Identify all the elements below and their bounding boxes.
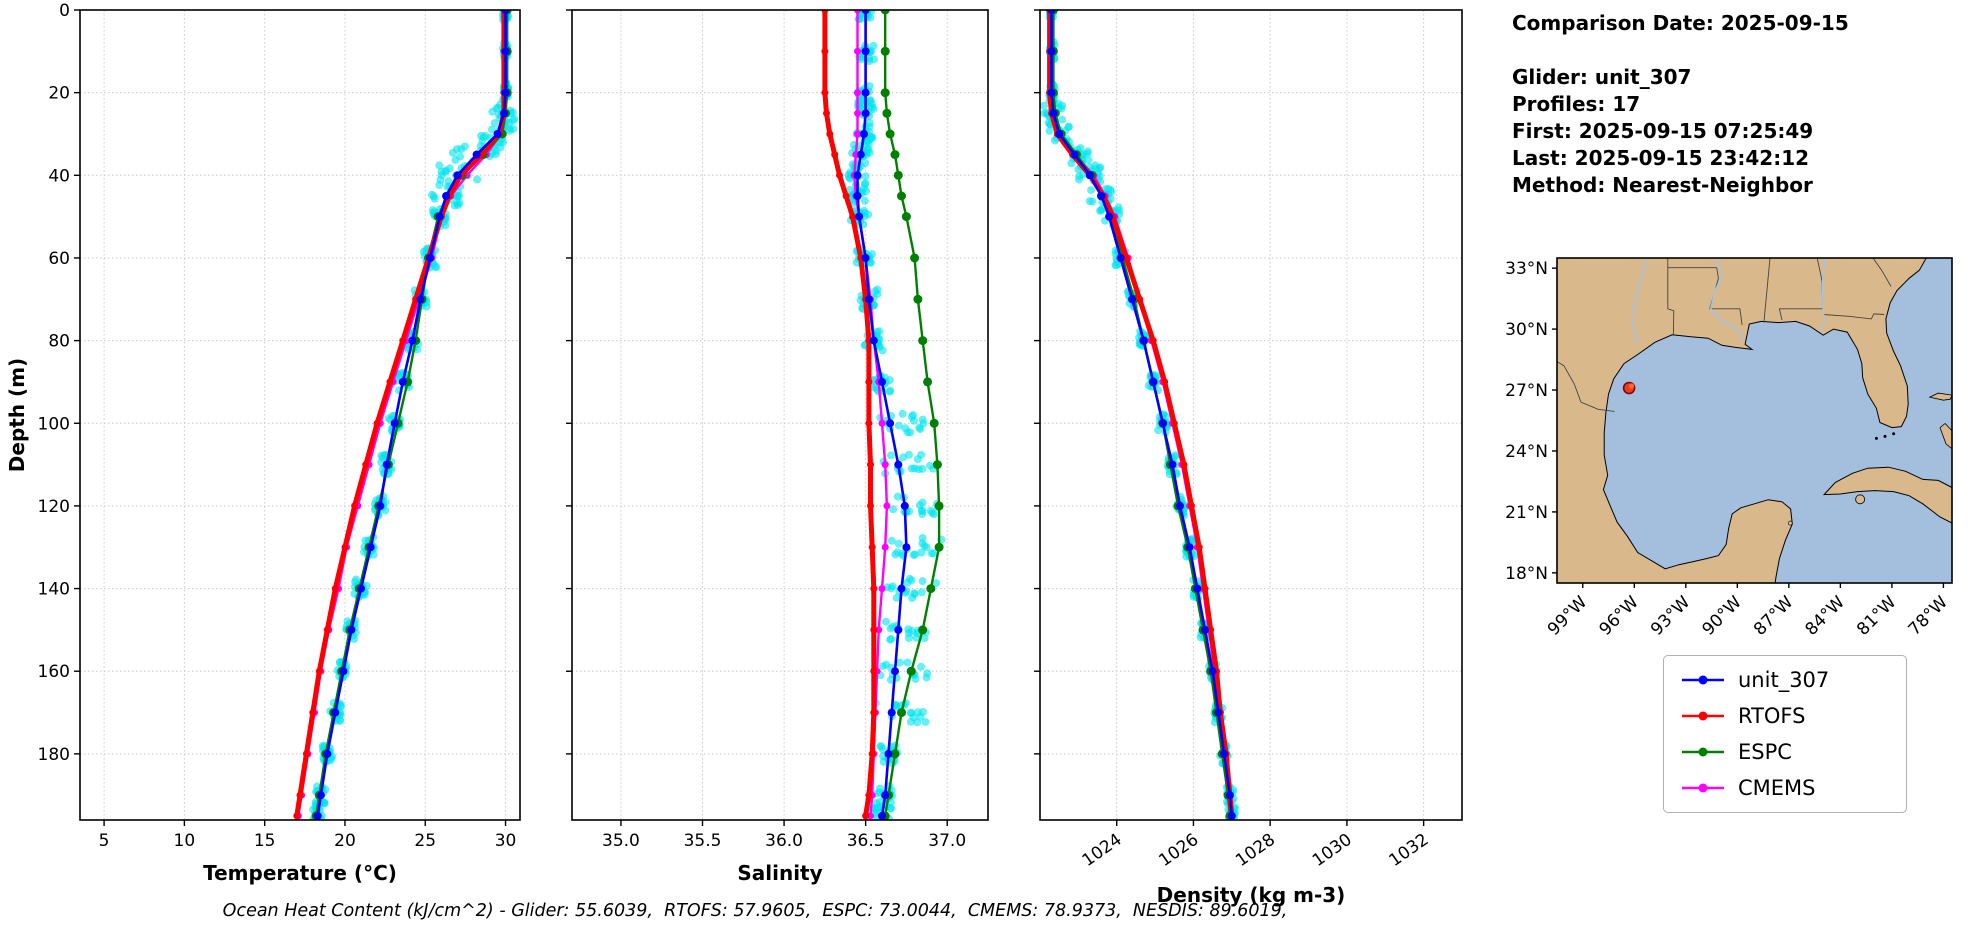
ESPC-series: [311, 10, 512, 820]
ESPC-series: [1048, 10, 1235, 820]
depth-tick-label: 60: [48, 249, 70, 269]
profile-count: Profiles: 17: [1512, 92, 1641, 116]
legend-label: ESPC: [1738, 740, 1792, 764]
glider-location-marker: [1622, 381, 1636, 395]
depth-tick-label: 80: [48, 332, 70, 352]
map-lat-label: 27°N: [1505, 381, 1548, 401]
map-lon-label: 78°W: [1905, 592, 1952, 639]
x-tick-label: 10: [174, 831, 196, 851]
info-panel: Comparison Date: 2025-09-15 Glider: unit…: [1512, 10, 1849, 199]
glider-name: Glider: unit_307: [1512, 65, 1692, 89]
depth-tick-label: 20: [48, 84, 70, 104]
x-tick-label: 1032: [1386, 830, 1433, 871]
depth-tick-label: 180: [38, 745, 70, 765]
RTOFS-series: [1046, 10, 1236, 820]
legend-label: unit_307: [1738, 668, 1830, 692]
gulf-of-mexico-map: 99°W 96°W 93°W 90°W 87°W 84°W 81°W 78°W 18°N 21°N…: [1505, 257, 1953, 640]
legend-marker: [1698, 711, 1708, 721]
depth-axis-label: Depth (m): [5, 358, 29, 472]
legend-item-cmems: CMEMS: [1680, 776, 1890, 800]
legend-item-espc: ESPC: [1680, 740, 1890, 764]
legend-line-sample: [1682, 747, 1724, 757]
x-tick-label: 1028: [1232, 830, 1279, 871]
x-tick-label: 1024: [1079, 830, 1126, 871]
x-tick-label: 37.0: [928, 831, 966, 851]
salinity-panel: 35.0 35.5 36.0 36.5 37.0 Salinity: [566, 9, 989, 885]
legend-marker: [1698, 675, 1708, 685]
CMEMS-series: [294, 10, 509, 820]
comparison-date: Comparison Date: 2025-09-15: [1512, 11, 1849, 35]
legend-label: CMEMS: [1738, 776, 1816, 800]
map-lon-label: 81°W: [1853, 592, 1900, 639]
map-lon-label: 96°W: [1595, 592, 1642, 639]
profile-charts: 5 10 15 20 25 30 0 20 40 60 80 100 120 140 160 180 Tempe…: [5, 1, 1463, 907]
legend: unit_307 RTOFS ESPC CMEMS: [1663, 655, 1907, 813]
legend-marker: [1698, 783, 1708, 793]
map-lat-label: 33°N: [1505, 259, 1548, 279]
map-rivers: [1631, 258, 1826, 342]
depth-tick-label: 0: [59, 1, 70, 21]
unit_307-series: [1047, 10, 1236, 820]
depth-tick-label: 100: [38, 414, 70, 434]
x-tick-label: 25: [414, 831, 436, 851]
depth-tick-label: 140: [38, 580, 70, 600]
legend-marker: [1698, 747, 1708, 757]
legend-item-rtofs: RTOFS: [1680, 704, 1890, 728]
temperature-panel: 5 10 15 20 25 30 0 20 40 60 80 100 120 140 160 180 Tempe…: [38, 1, 521, 885]
map-lon-label: 90°W: [1699, 592, 1746, 639]
x-tick-label: 20: [334, 831, 356, 851]
map-lat-label: 21°N: [1505, 503, 1548, 523]
legend-line-sample: [1682, 711, 1724, 721]
map-lon-label: 99°W: [1544, 592, 1591, 639]
ESPC-series: [880, 10, 944, 820]
x-tick-label: 30: [495, 831, 517, 851]
depth-tick-label: 160: [38, 662, 70, 682]
first-profile-time: First: 2025-09-15 07:25:49: [1512, 119, 1814, 143]
x-tick-label: 5: [99, 831, 110, 851]
x-tick-label: 36.5: [847, 831, 885, 851]
x-axis-label-salinity: Salinity: [737, 861, 822, 885]
legend-line-sample: [1682, 675, 1724, 685]
x-tick-label: 1026: [1155, 830, 1202, 871]
x-tick-label: 15: [254, 831, 276, 851]
x-axis-label-density: Density (kg m-3): [1157, 883, 1346, 907]
map-lon-label: 84°W: [1802, 592, 1849, 639]
map-lat-label: 24°N: [1505, 442, 1548, 462]
map-lon-label: 87°W: [1750, 592, 1797, 639]
legend-label: RTOFS: [1738, 704, 1806, 728]
ohc-caption: Ocean Heat Content (kJ/cm^2) - Glider: 5…: [222, 901, 1288, 921]
CMEMS-series: [1048, 10, 1234, 820]
map-land: [1557, 258, 1952, 583]
map-lat-label: 18°N: [1505, 564, 1548, 584]
legend-item-unit-307: unit_307: [1680, 668, 1890, 692]
x-tick-label: 35.5: [684, 831, 722, 851]
map-lat-label: 30°N: [1505, 320, 1548, 340]
density-panel: 1024 1026 1028 1030 1032 Density (kg m-3): [1034, 9, 1463, 907]
glider-raw-scatter: [844, 10, 946, 820]
RTOFS-series: [821, 10, 878, 820]
unit_307-series: [313, 10, 510, 820]
CMEMS-series: [850, 10, 891, 820]
method-label: Method: Nearest-Neighbor: [1512, 173, 1813, 197]
depth-tick-label: 120: [38, 497, 70, 517]
unit_307-series: [853, 10, 911, 820]
glider-raw-scatter: [308, 10, 519, 820]
x-tick-label: 35.0: [602, 831, 640, 851]
glider-raw-scatter: [1040, 10, 1239, 820]
x-axis-label-temperature: Temperature (°C): [203, 861, 397, 885]
last-profile-time: Last: 2025-09-15 23:42:12: [1512, 146, 1810, 170]
legend-line-sample: [1682, 783, 1724, 793]
x-tick-label: 36.0: [765, 831, 803, 851]
depth-tick-label: 40: [48, 166, 70, 186]
map-lon-label: 93°W: [1647, 592, 1694, 639]
x-tick-label: 1030: [1309, 830, 1356, 871]
